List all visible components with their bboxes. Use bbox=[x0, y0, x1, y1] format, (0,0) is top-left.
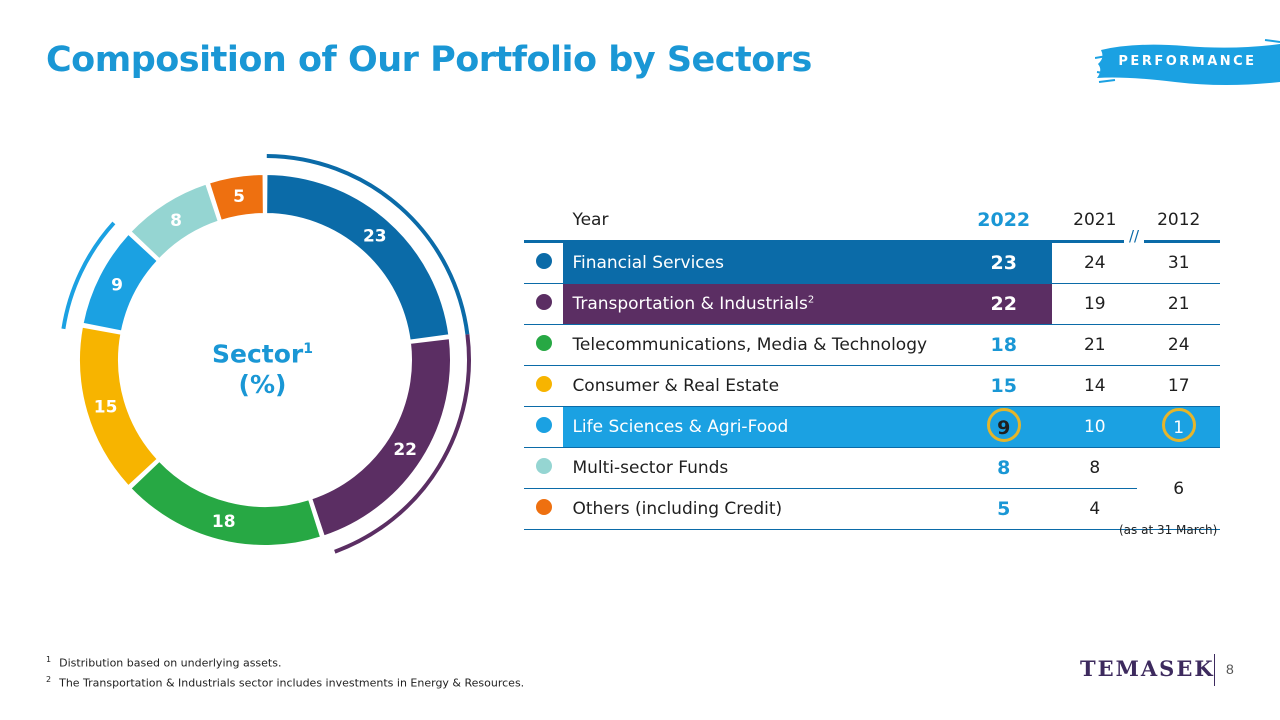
temasek-logo: TEMASEK bbox=[1080, 656, 1215, 681]
donut-center-label: Sector1 (%) bbox=[190, 334, 335, 400]
header-dot-spacer bbox=[524, 200, 564, 243]
table-row: Others (including Credit) 5 4 bbox=[524, 488, 1220, 530]
sector-table: Year 2022 2021 2012 Financial Services 2… bbox=[524, 200, 1220, 530]
table-row: Transportation & Industrials2 22 19 21 bbox=[524, 283, 1220, 325]
value-2021: 19 bbox=[1052, 283, 1138, 325]
highlight-arc bbox=[61, 221, 116, 330]
sector-name-cell: Transportation & Industrials2 bbox=[563, 283, 956, 325]
value-2022: 22 bbox=[955, 283, 1053, 325]
legend-dot bbox=[535, 293, 552, 310]
value-2012-cell: 1 bbox=[1137, 406, 1220, 448]
donut-slice bbox=[78, 325, 160, 488]
slice-label: 23 bbox=[363, 226, 387, 246]
table-row: Life Sciences & Agri-Food 9 10 1 bbox=[524, 406, 1220, 448]
sector-donut-chart: 23 22 18 15 9 8 5 bbox=[61, 154, 471, 554]
slice-label: 18 bbox=[212, 512, 236, 532]
section-tag: PERFORMANCE bbox=[1118, 54, 1257, 69]
highlight-arc bbox=[334, 334, 471, 554]
table-row: Financial Services 23 24 31 bbox=[524, 241, 1220, 284]
center-title: Sector bbox=[212, 339, 304, 369]
legend-dot bbox=[535, 252, 552, 269]
donut-slice bbox=[309, 337, 452, 538]
value-2022: 5 bbox=[955, 488, 1053, 530]
value-2012: 21 bbox=[1137, 283, 1220, 325]
sector-name: Telecommunications, Media & Technology bbox=[563, 324, 956, 366]
value-2012: 17 bbox=[1137, 365, 1220, 407]
footnote-2: 2 The Transportation & Industrials sector… bbox=[46, 672, 524, 692]
header-2022: 2022 bbox=[955, 200, 1053, 243]
sector-name: Others (including Credit) bbox=[563, 488, 956, 530]
legend-dot-cell bbox=[524, 324, 564, 366]
value-2021: 10 bbox=[1052, 406, 1138, 448]
table-row: Multi-sector Funds 8 8 6 bbox=[524, 447, 1220, 530]
legend-dot-cell bbox=[524, 488, 564, 530]
highlight-circle: 9 bbox=[986, 408, 1021, 442]
legend-dot bbox=[535, 498, 552, 515]
footnote-1: 1 Distribution based on underlying assets… bbox=[46, 652, 524, 672]
footnotes: 1 Distribution based on underlying assets… bbox=[46, 652, 524, 691]
value-2012: 31 bbox=[1137, 241, 1220, 284]
slice-label: 5 bbox=[233, 187, 245, 207]
footnote-num: 2 bbox=[46, 674, 52, 684]
table-header-row: Year 2022 2021 2012 bbox=[524, 200, 1220, 243]
date-note: (as at 31 March) bbox=[1119, 523, 1218, 537]
page-number: 8 bbox=[1226, 661, 1234, 677]
sector-name: Life Sciences & Agri-Food bbox=[563, 406, 956, 448]
table-row: Telecommunications, Media & Technology 1… bbox=[524, 324, 1220, 366]
value-2022: 15 bbox=[955, 365, 1053, 407]
header-year: Year bbox=[563, 200, 956, 243]
value-2021: 21 bbox=[1052, 324, 1138, 366]
header-2012: 2012 bbox=[1137, 200, 1220, 243]
slice-label: 8 bbox=[170, 211, 182, 231]
legend-dot bbox=[535, 457, 552, 474]
header-2021: 2021 bbox=[1052, 200, 1138, 243]
center-unit: (%) bbox=[238, 370, 287, 400]
highlight-circle: 1 bbox=[1161, 408, 1196, 442]
value-2022: 23 bbox=[955, 241, 1053, 284]
donut-slice bbox=[265, 172, 451, 342]
center-title-sup: 1 bbox=[303, 341, 313, 357]
footnote-ref: 2 bbox=[807, 294, 815, 306]
footnote-num: 1 bbox=[46, 655, 52, 664]
legend-dot-cell bbox=[524, 241, 564, 284]
value-2021: 14 bbox=[1052, 365, 1138, 407]
value-2022: 8 bbox=[955, 447, 1053, 489]
donut-slice bbox=[207, 172, 265, 223]
value-2021: 8 bbox=[1052, 447, 1138, 489]
axis-break-mark: // bbox=[1124, 224, 1144, 248]
value-2021: 24 bbox=[1052, 241, 1138, 284]
legend-dot-cell bbox=[524, 365, 564, 407]
sector-name: Financial Services bbox=[563, 241, 956, 284]
donut-slice bbox=[129, 459, 323, 547]
donut-slice bbox=[129, 182, 221, 261]
slice-label: 9 bbox=[111, 276, 123, 296]
value-2012-merged: 6 bbox=[1137, 447, 1220, 530]
donut-slice bbox=[81, 232, 160, 333]
value-2022: 18 bbox=[955, 324, 1053, 366]
footnote-text: The Transportation & Industrials sector … bbox=[59, 676, 525, 690]
legend-dot-cell bbox=[524, 406, 564, 448]
value-2021: 4 bbox=[1052, 488, 1138, 530]
table-row: Consumer & Real Estate 15 14 17 bbox=[524, 365, 1220, 407]
legend-dot-cell bbox=[524, 283, 564, 325]
legend-dot bbox=[535, 375, 552, 392]
value-2022-cell: 9 bbox=[955, 406, 1053, 448]
footnote-text: Distribution based on underlying assets. bbox=[59, 656, 282, 670]
legend-dot bbox=[535, 416, 552, 433]
sector-name: Multi-sector Funds bbox=[563, 447, 956, 489]
page-title: Composition of Our Portfolio by Sectors bbox=[46, 40, 812, 80]
highlight-arc bbox=[266, 154, 470, 335]
value-2012: 24 bbox=[1137, 324, 1220, 366]
brush-stroke-decoration bbox=[1095, 39, 1280, 85]
legend-dot bbox=[535, 334, 552, 351]
slice-label: 22 bbox=[393, 440, 417, 460]
sector-name: Transportation & Industrials bbox=[572, 294, 808, 314]
logo-divider bbox=[1214, 654, 1215, 686]
slice-label: 15 bbox=[94, 397, 118, 417]
sector-name: Consumer & Real Estate bbox=[563, 365, 956, 407]
legend-dot-cell bbox=[524, 447, 564, 489]
